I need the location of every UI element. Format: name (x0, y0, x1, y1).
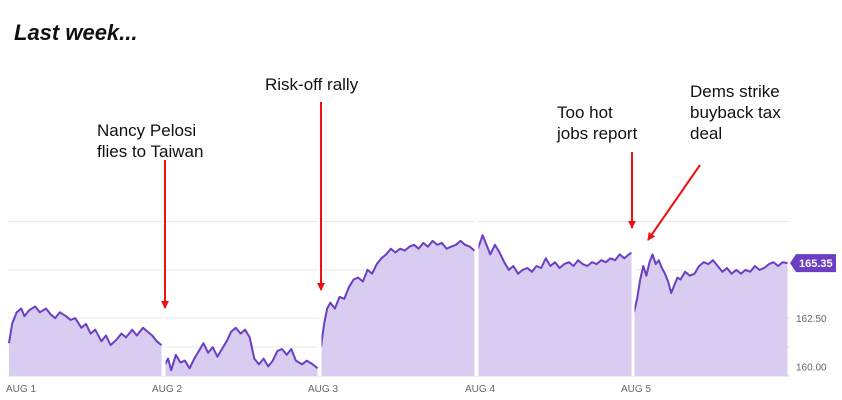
line-session-aug-3 (320, 239, 476, 348)
y-tick-label: 162.50 (796, 314, 827, 325)
page-title: Last week... (14, 20, 138, 45)
area-session-aug-5 (634, 254, 788, 376)
last-value-label: 165.35 (799, 258, 833, 270)
area-session-aug-4 (478, 235, 632, 376)
line-session-aug-1 (8, 305, 163, 347)
x-tick-label: AUG 1 (6, 384, 36, 395)
x-tick-label: AUG 2 (152, 384, 182, 395)
annotation-pelosi-text: Nancy Pelosi (97, 121, 196, 140)
annotations: Nancy Pelosi flies to Taiwan Risk-off rall… (97, 75, 781, 309)
axes: AUG 1 AUG 2 AUG 3 AUG 4 AUG 5 160.00 162.50 165… (6, 254, 836, 395)
price-line (8, 210, 788, 376)
annotation-jobs-report-text: jobs report (556, 124, 638, 143)
area-session-aug-3 (321, 240, 475, 376)
price-area (9, 235, 788, 376)
annotation-buyback-arrow (647, 164, 701, 241)
area-session-aug-1 (9, 306, 162, 376)
annotation-risk-off-text: Risk-off rally (265, 75, 359, 94)
line-session-aug-4 (477, 234, 633, 275)
last-value-badge (790, 254, 836, 273)
x-tick-label: AUG 5 (621, 384, 651, 395)
x-tick-label: AUG 4 (465, 384, 495, 395)
y-tick-label: 160.00 (796, 362, 827, 373)
annotation-buyback-text: Dems strike (690, 82, 780, 101)
x-tick-label: AUG 3 (308, 384, 338, 395)
area-session-aug-2 (165, 327, 318, 376)
annotation-pelosi-text: flies to Taiwan (97, 142, 203, 161)
annotation-jobs-report-text: Too hot (557, 103, 613, 122)
line-session-aug-2 (164, 326, 319, 372)
line-session-aug-5 (633, 253, 788, 313)
annotation-buyback-text: buyback tax (690, 103, 781, 122)
annotation-buyback-text: deal (690, 124, 722, 143)
